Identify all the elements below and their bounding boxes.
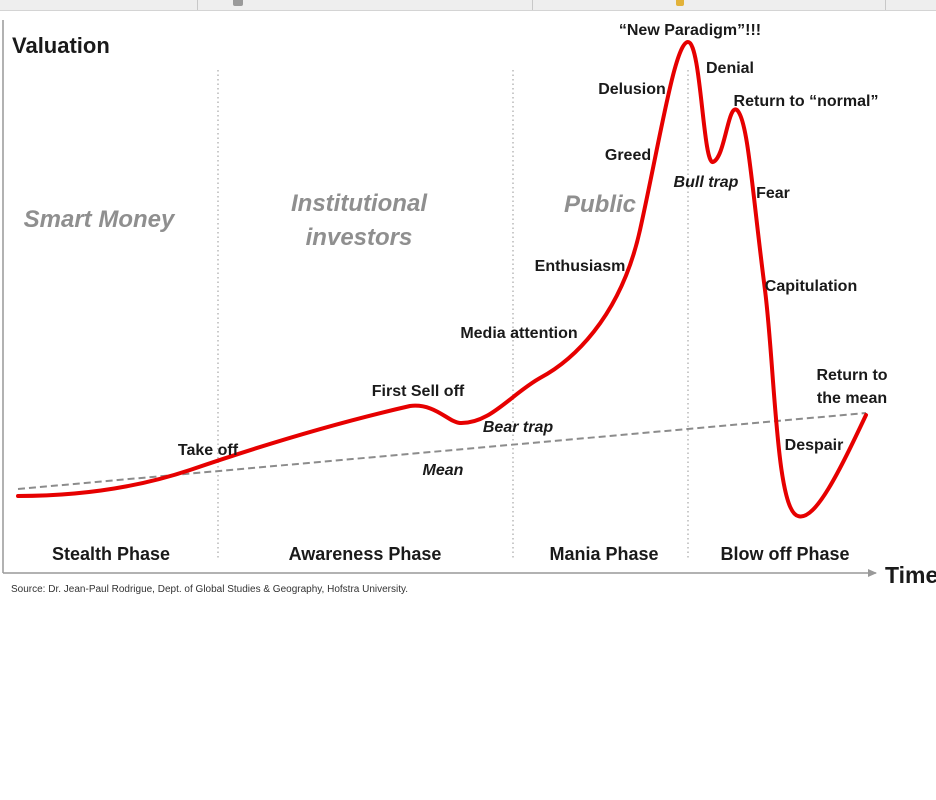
toolbar-divider xyxy=(532,0,533,10)
annotation-take-off: Take off xyxy=(178,442,239,459)
annotation-return-to-mean-line2: the mean xyxy=(817,390,887,407)
toolbar-divider xyxy=(885,0,886,10)
phase-label-awareness: Awareness Phase xyxy=(289,544,442,564)
annotation-return-to-normal: Return to “normal” xyxy=(734,93,879,110)
bubble-phases-diagram: Valuation Time Smart Money Institutional… xyxy=(2,20,936,595)
mean-line-label: Mean xyxy=(423,462,464,479)
y-axis-label: Valuation xyxy=(12,33,110,58)
source-credit: Source: Dr. Jean-Paul Rodrigue, Dept. of… xyxy=(11,584,408,595)
toolbar-indicator xyxy=(233,0,243,6)
toolbar-indicator xyxy=(676,0,684,6)
investor-group-institutional-line2: investors xyxy=(306,224,413,251)
annotation-despair: Despair xyxy=(785,437,844,454)
annotation-denial: Denial xyxy=(706,60,754,77)
annotation-greed: Greed xyxy=(605,147,651,164)
phase-label-stealth: Stealth Phase xyxy=(52,544,170,564)
toolbar-divider xyxy=(197,0,198,10)
annotation-new-paradigm: “New Paradigm”!!! xyxy=(619,22,761,39)
investor-group-public: Public xyxy=(564,191,636,218)
annotation-bear-trap: Bear trap xyxy=(483,419,553,436)
x-axis-label: Time xyxy=(885,562,936,588)
annotation-capitulation: Capitulation xyxy=(765,278,857,295)
valuation-curve xyxy=(16,40,868,519)
investor-group-institutional-line1: Institutional xyxy=(291,190,428,217)
phase-label-mania: Mania Phase xyxy=(549,544,658,564)
annotation-first-sell-off: First Sell off xyxy=(372,383,465,400)
mean-line xyxy=(17,412,867,490)
window-top-bar xyxy=(0,0,936,11)
annotation-return-to-mean-line1: Return to xyxy=(816,367,887,384)
investor-group-smart-money: Smart Money xyxy=(24,206,176,233)
annotation-delusion: Delusion xyxy=(598,81,666,98)
annotation-fear: Fear xyxy=(756,185,790,202)
annotation-media-attention: Media attention xyxy=(460,325,577,342)
phase-label-blow-off: Blow off Phase xyxy=(720,544,849,564)
annotation-enthusiasm: Enthusiasm xyxy=(535,258,626,275)
annotation-bull-trap: Bull trap xyxy=(674,174,739,191)
